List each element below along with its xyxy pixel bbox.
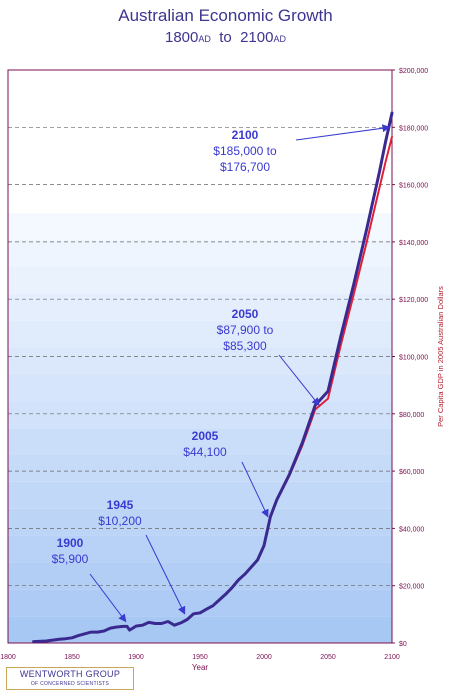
annotation-arrow [295, 124, 391, 141]
plot-frame [7, 69, 393, 644]
background-band [8, 481, 392, 509]
y-tick-label: $200,000 [399, 68, 428, 75]
subtitle-connector: to [219, 29, 232, 46]
series-line-main [32, 111, 394, 644]
x-tick-label: 1950 [192, 654, 208, 661]
subtitle-start-year: 1800 [165, 29, 199, 46]
annotation-2005: 2005 $44,100 [183, 429, 269, 518]
annotation-1900: 1900 $5,900 [52, 536, 127, 623]
y-tick-label: $0 [399, 641, 407, 648]
logo-line-1: WENTWORTH GROUP [19, 669, 121, 679]
data-series [32, 111, 394, 644]
background-band [8, 293, 392, 321]
background-band [8, 401, 392, 429]
annotation-2100: 2100 $185,000 to $176,700 [213, 124, 391, 174]
wentworth-logo: WENTWORTH GROUP OF CONCERNED SCIENTISTS [6, 667, 134, 690]
y-tick-label: $80,000 [399, 412, 424, 419]
chart-subtitle: 1800AD to 2100AD [0, 29, 451, 46]
annotation-1945: 1945 $10,200 [98, 498, 186, 615]
y-tick-label: $100,000 [399, 355, 428, 362]
background-band [8, 508, 392, 536]
x-tick-label: 1800 [0, 654, 16, 661]
x-tick-labels: 1800 1850 1900 1950 2000 2050 2100 [0, 654, 400, 661]
background-bands [8, 213, 392, 643]
y-tick-label: $160,000 [399, 183, 428, 190]
x-tick-label: 1850 [64, 654, 80, 661]
annotation-year: 1900 [57, 536, 84, 550]
background-band [8, 320, 392, 348]
annotation-arrow [241, 461, 269, 518]
annotation-year: 2050 [232, 307, 259, 321]
background-band [8, 535, 392, 563]
background-band [8, 347, 392, 375]
background-band [8, 454, 392, 482]
chart-title: Australian Economic Growth [118, 6, 333, 25]
y-tick-label: $20,000 [399, 584, 424, 591]
annotation-year: 2005 [192, 429, 219, 443]
y-tick-label: $60,000 [399, 469, 424, 476]
y-tick-labels: $0 $20,000 $40,000 $60,000 $80,000 $100,000 $1… [399, 68, 428, 648]
annotation-value: $87,900 to [217, 323, 274, 337]
y-tick-label: $140,000 [399, 240, 428, 247]
y-tick-label: $180,000 [399, 125, 428, 132]
annotations: 2100 $185,000 to $176,700 2050 $87,900 to $85… [52, 124, 391, 623]
background-band [8, 374, 392, 402]
annotation-value: $185,000 to [213, 144, 277, 158]
background-band [8, 213, 392, 241]
x-tick-label: 2050 [320, 654, 336, 661]
gridlines [8, 69, 395, 644]
y-tick-label: $120,000 [399, 297, 428, 304]
background-band [8, 240, 392, 267]
annotation-value: $10,200 [98, 514, 142, 528]
annotation-arrow [278, 354, 320, 406]
subtitle-era-end: AD [273, 34, 286, 44]
subtitle-end-year: 2100 [240, 29, 274, 46]
x-tick-label: 2100 [384, 654, 400, 661]
annotation-value-2: $85,300 [223, 339, 267, 353]
background-band [8, 562, 392, 590]
annotation-arrow [145, 534, 186, 615]
annotation-value-2: $176,700 [220, 160, 270, 174]
y-tick-label: $40,000 [399, 526, 424, 533]
background-band [8, 266, 392, 294]
x-tick-label: 1900 [128, 654, 144, 661]
annotation-2050: 2050 $87,900 to $85,300 [217, 307, 320, 406]
x-tick-label: 2000 [256, 654, 272, 661]
annotation-year: 2100 [232, 128, 259, 142]
annotation-value: $5,900 [52, 552, 89, 566]
y-axis-label: Per Capita GDP in 2005 Australian Dollar… [436, 286, 445, 427]
logo-line-2: OF CONCERNED SCIENTISTS [30, 681, 110, 687]
subtitle-era-start: AD [198, 34, 211, 44]
annotation-value: $44,100 [183, 445, 227, 459]
background-band [8, 428, 392, 455]
annotation-arrow [89, 573, 127, 623]
annotation-year: 1945 [107, 498, 134, 512]
x-axis-label: Year [192, 663, 209, 672]
